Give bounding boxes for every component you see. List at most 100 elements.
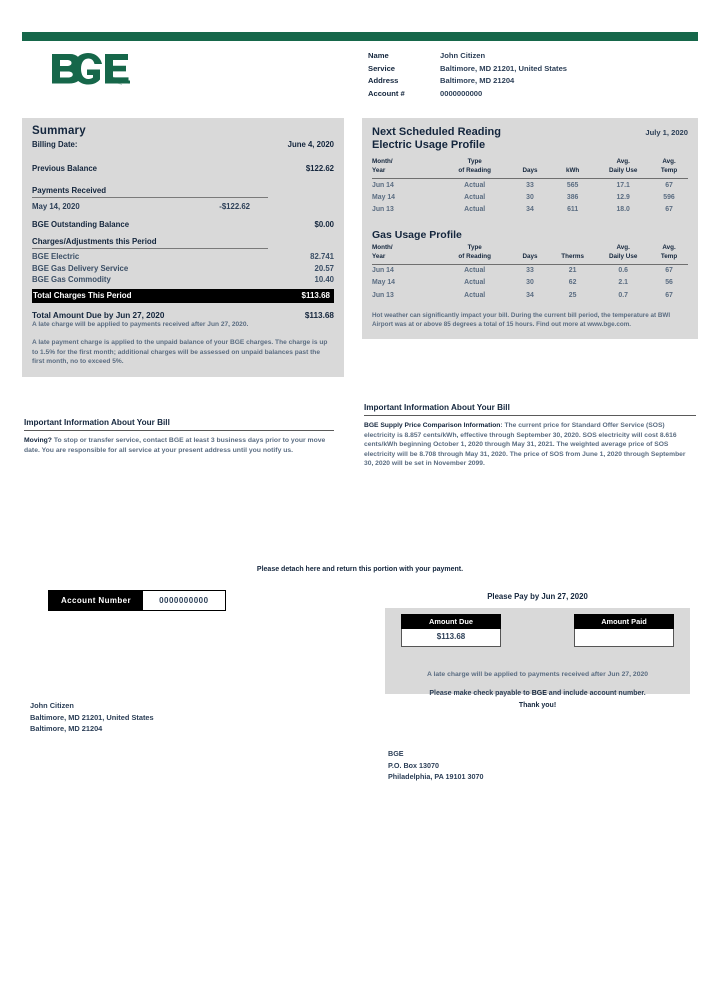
- cell-avg-daily: 0.6: [618, 267, 628, 275]
- cell-period: Jun 14: [372, 267, 394, 275]
- next-scheduled-reading-date: July 1, 2020: [645, 128, 688, 137]
- electric-usage-table: Month/ Type Avg. Avg. Year of Reading Da…: [372, 158, 688, 216]
- payable-pre: Please make check payable to: [429, 690, 532, 697]
- account-info-row: Service Baltimore, MD 21201, United Stat…: [368, 63, 698, 76]
- charge-row: BGE Electric 82.741: [32, 251, 334, 263]
- th-period-2: Year: [372, 252, 439, 265]
- th-avgtemp-1: Avg.: [662, 243, 676, 251]
- th-amount-1: [549, 244, 596, 253]
- cell-days: 30: [526, 279, 534, 287]
- cell-period: Jun 14: [372, 181, 394, 189]
- charge-value: 10.40: [314, 275, 334, 284]
- charge-label: BGE Electric: [32, 252, 80, 261]
- name-label: Name: [368, 51, 389, 60]
- table-row: Jun 13 Actual 34 25 0.7 67: [372, 289, 688, 301]
- account-info-row: Name John Citizen: [368, 50, 698, 63]
- total-due-value: $113.68: [304, 310, 334, 320]
- outstanding-balance-row: BGE Outstanding Balance $0.00: [32, 218, 334, 231]
- charge-label: BGE Gas Delivery Service: [32, 263, 129, 273]
- cell-type: Actual: [464, 181, 486, 189]
- right-important-info: Important Information About Your Bill BG…: [364, 403, 696, 469]
- th-type-1: Type: [467, 243, 482, 251]
- th-days-1: [511, 158, 549, 167]
- address-label: Address: [368, 76, 399, 85]
- account-number-label: Account #: [368, 88, 405, 98]
- usage-panel: Next Scheduled Reading July 1, 2020 Elec…: [362, 118, 698, 340]
- left-important-info: Important Information About Your Bill Mo…: [24, 418, 334, 456]
- outstanding-balance-value: $0.00: [314, 220, 334, 229]
- remit-customer-line: John Citizen: [30, 701, 74, 710]
- account-info-row: Address Baltimore, MD 21204: [368, 75, 698, 88]
- cell-period: May 14: [372, 279, 395, 287]
- detach-instruction: Please detach here and return this porti…: [256, 566, 464, 573]
- cell-period: Jun 13: [372, 205, 394, 213]
- stub-account-number-label: Account Number: [49, 591, 144, 610]
- service-value: Baltimore, MD 21201, United States: [440, 63, 568, 73]
- cell-period: May 14: [372, 193, 395, 201]
- cell-avg-daily: 0.7: [618, 291, 628, 299]
- cell-avg-temp: 67: [665, 181, 673, 189]
- th-avgtemp-1: Avg.: [662, 158, 676, 165]
- account-info-block: Name John Citizen Service Baltimore, MD …: [368, 50, 698, 100]
- th-period-1: Month/: [372, 158, 393, 165]
- cell-type: Actual: [464, 267, 486, 275]
- company-remit-address: BGE P.O. Box 13070 Philadelphia, PA 1910…: [388, 748, 483, 783]
- total-charges-label: Total Charges This Period: [33, 291, 132, 300]
- table-row: Jun 14 Actual 33 21 0.6 67: [372, 264, 688, 277]
- bge-logo: [50, 52, 130, 86]
- table-row: Jun 13 Actual 34 611 18.0 67: [372, 203, 688, 215]
- cell-days: 33: [526, 181, 534, 189]
- charge-value: 82.741: [310, 252, 334, 261]
- moving-label: Moving?: [24, 437, 52, 444]
- cell-avg-temp: 67: [665, 291, 673, 299]
- cell-days: 34: [526, 205, 534, 213]
- cell-kwh: 565: [566, 181, 579, 189]
- payment-amount: -$122.62: [219, 202, 251, 211]
- th-avgdaily-2: Daily Use: [596, 252, 651, 265]
- table-row: May 14 Actual 30 62 2.1 56: [372, 277, 688, 289]
- service-label: Service: [368, 63, 396, 73]
- late-charge-note: A late charge will be applied to payment…: [32, 320, 249, 328]
- cell-avg-temp: 596: [663, 193, 675, 201]
- late-policy-note: A late payment charge is applied to the …: [32, 339, 328, 365]
- moving-notice: Moving? To stop or transfer service, con…: [24, 436, 334, 456]
- total-due-label: Total Amount Due by Jun 27, 2020: [32, 310, 165, 320]
- total-charges-bar: Total Charges This Period $113.68: [32, 288, 334, 303]
- charges-header: Charges/Adjustments this Period: [32, 237, 268, 249]
- cell-kwh: 611: [567, 205, 579, 213]
- amount-paid-col: Amount Paid: [574, 614, 674, 647]
- th-days-2: Days: [511, 252, 549, 265]
- cell-avg-temp: 56: [665, 279, 673, 287]
- th-type-1: Type: [467, 158, 482, 165]
- charge-label: BGE Gas Commodity: [32, 275, 111, 284]
- charge-row: BGE Gas Commodity 10.40: [32, 274, 334, 286]
- pay-by-title: Please Pay by Jun 27, 2020: [487, 592, 588, 601]
- th-amount-2: kWh: [548, 167, 597, 179]
- cell-type: Actual: [464, 279, 486, 287]
- remit-company-line: BGE: [388, 749, 404, 758]
- th-therms-2: Therms: [548, 252, 597, 265]
- total-due-row: Total Amount Due by Jun 27, 2020 $113.68: [32, 311, 334, 320]
- total-charges-value: $113.68: [301, 291, 330, 300]
- amount-fields: Amount Due $113.68 Amount Paid: [385, 614, 690, 647]
- table-row: Jun 14 Actual 33 565 17.1 67: [372, 179, 688, 192]
- next-reading-row: Next Scheduled Reading July 1, 2020: [372, 126, 688, 138]
- payable-post: and include account number.: [546, 690, 646, 697]
- header-green-bar: [22, 32, 698, 41]
- cell-type: Actual: [464, 205, 486, 213]
- charge-value: 20.57: [314, 263, 334, 273]
- th-type-2: of Reading: [438, 167, 512, 179]
- billing-date-row: Billing Date: June 4, 2020: [32, 138, 334, 151]
- stub-account-number-value: 0000000000: [143, 591, 225, 610]
- cell-type: Actual: [464, 291, 486, 299]
- cell-avg-daily: 17.1: [616, 181, 630, 189]
- name-value: John Citizen: [440, 51, 486, 60]
- cell-therms: 62: [568, 279, 577, 287]
- th-period-1: Month/: [372, 243, 393, 251]
- table-row: May 14 Actual 30 386 12.9 596: [372, 191, 688, 203]
- amount-due-col: Amount Due $113.68: [401, 614, 501, 647]
- remit-customer-line: Baltimore, MD 21201, United States: [30, 712, 154, 722]
- amount-paid-input[interactable]: [574, 629, 674, 647]
- th-avgtemp-2: Temp: [650, 167, 688, 179]
- outstanding-balance-label: BGE Outstanding Balance: [32, 220, 130, 229]
